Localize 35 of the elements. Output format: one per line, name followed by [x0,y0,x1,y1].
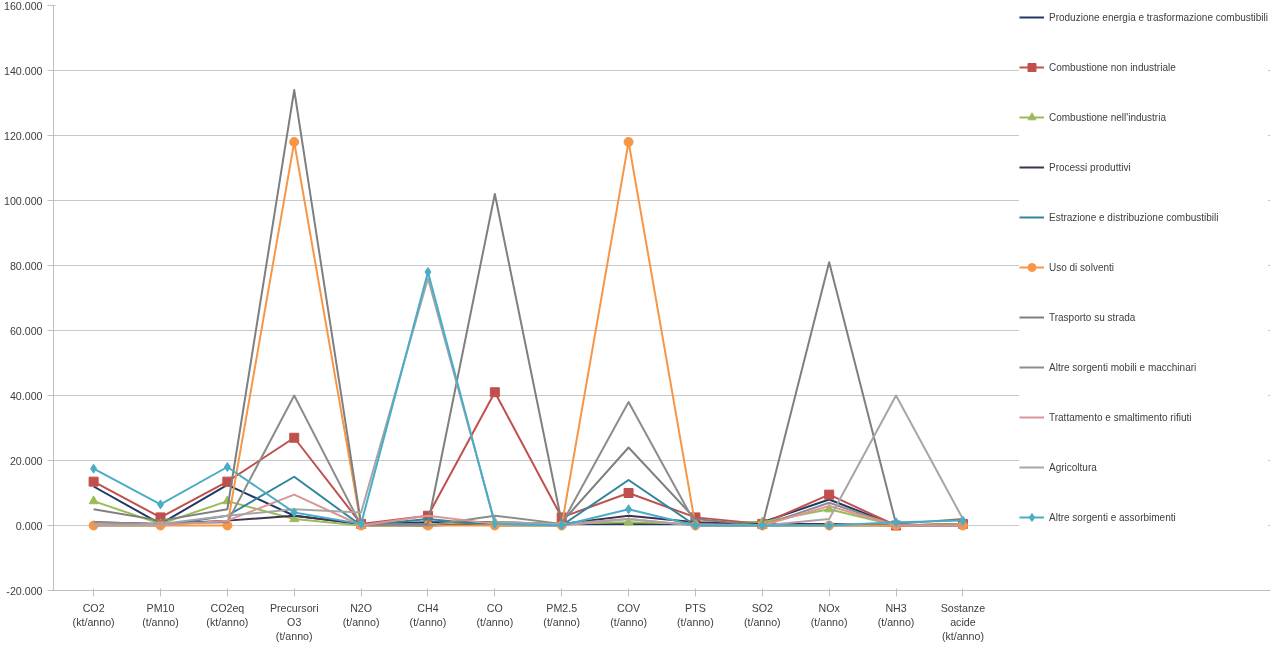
y-tick-label: 40.000 [9,389,43,402]
x-tick-label: COV (t/anno) [610,601,647,628]
y-tick-label: 140.000 [3,64,43,77]
legend-label: Estrazione e distribuzione combustibili [1048,211,1219,223]
x-tick-label: Precursori O3 (t/anno) [269,601,319,643]
y-tick-label: 120.000 [3,129,43,142]
x-tick-label: Sostanze acide (kt/anno) [940,601,986,643]
y-tick-label: -20.000 [6,584,43,597]
legend-label: Combustione non industriale [1048,61,1176,73]
x-tick-label: NOx (t/anno) [810,601,848,628]
legend-label: Agricoltura [1048,461,1097,473]
y-tick-label: 100.000 [3,194,43,207]
x-tick-label: SO2 (t/anno) [743,601,781,628]
x-tick-label: CH4 (t/anno) [409,601,447,628]
x-tick-label: CO2eq (kt/anno) [206,601,249,628]
y-tick-label: 60.000 [9,324,43,337]
x-tick-label: CO (t/anno) [476,601,514,628]
legend-label: Combustione nell'industria [1048,111,1166,123]
legend-label: Produzione energia e trasformazione combustibili [1048,11,1268,23]
legend-label: Uso di solventi [1048,261,1115,273]
y-tick-label: 20.000 [9,454,43,467]
x-tick-label: CO2 (kt/anno) [72,601,115,628]
x-tick-label: PTS (t/anno) [677,601,714,628]
legend-label: Altre sorgenti mobili e macchinari [1048,361,1197,373]
y-tick-label: 80.000 [9,259,43,272]
x-tick-label: PM10 (t/anno) [142,601,179,628]
y-tick-label: 160.000 [3,0,43,12]
legend-label: Altre sorgenti e assorbimenti [1048,511,1176,523]
legend-label: Processi produttivi [1048,161,1131,173]
x-tick-label: NH3 (t/anno) [877,601,915,628]
x-tick-label: N2O (t/anno) [342,601,380,628]
legend-label: Trasporto su strada [1048,311,1136,323]
legend-label: Trattamento e smaltimento rifiuti [1048,411,1192,423]
y-tick-label: 0.000 [15,519,43,532]
x-tick-label: PM2.5 (t/anno) [543,601,581,628]
